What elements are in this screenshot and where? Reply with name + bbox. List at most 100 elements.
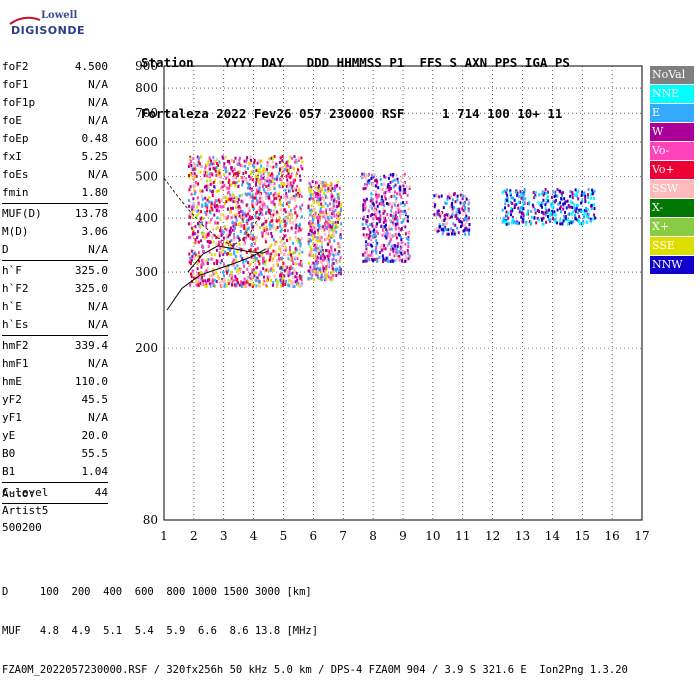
echo-point	[285, 174, 288, 178]
echo-point	[242, 261, 245, 265]
echo-point	[534, 190, 537, 194]
echo-point	[215, 236, 218, 239]
echo-point	[397, 241, 400, 245]
echo-point	[407, 257, 410, 261]
echo-point	[244, 226, 247, 230]
echo-point	[386, 232, 389, 235]
echo-point	[388, 218, 391, 222]
echo-point	[364, 206, 366, 210]
echo-point	[222, 165, 225, 169]
echo-point	[468, 228, 471, 232]
echo-point	[369, 214, 372, 218]
echo-point	[221, 226, 224, 230]
echo-point	[505, 198, 508, 202]
echo-point	[261, 234, 264, 238]
echo-point	[219, 205, 222, 209]
echo-point	[206, 232, 209, 236]
echo-point	[323, 221, 326, 225]
echo-point	[290, 186, 293, 190]
echo-point	[232, 181, 235, 185]
y-tick-label: 200	[135, 341, 158, 355]
echo-point	[294, 255, 297, 259]
echo-point	[434, 203, 437, 207]
echo-point	[328, 260, 330, 264]
echo-point	[215, 280, 218, 283]
echo-point	[225, 186, 228, 190]
echo-point	[250, 234, 253, 238]
echo-point	[381, 248, 384, 252]
echo-point	[270, 192, 272, 195]
echo-point	[453, 192, 456, 196]
echo-point	[522, 212, 525, 216]
echo-point	[293, 226, 296, 230]
echo-point	[273, 197, 276, 201]
echo-point	[259, 178, 262, 182]
echo-point	[571, 196, 574, 200]
echo-point	[287, 257, 290, 261]
echo-point	[280, 195, 283, 199]
echo-point	[383, 174, 386, 178]
legend-item: X+	[650, 218, 694, 236]
echo-point	[313, 278, 316, 282]
echo-point	[400, 238, 403, 242]
echo-point	[256, 161, 259, 165]
echo-point	[265, 231, 268, 235]
echo-point	[371, 198, 374, 202]
echo-point	[270, 209, 273, 213]
echo-point	[564, 216, 567, 220]
echo-point	[310, 268, 313, 272]
echo-point	[234, 175, 236, 179]
echo-point	[340, 203, 343, 206]
echo-point	[257, 279, 260, 283]
echo-point	[378, 220, 381, 223]
echo-point	[339, 209, 342, 213]
echo-point	[284, 216, 287, 220]
echo-point	[310, 254, 313, 258]
echo-point	[291, 275, 294, 279]
echo-point	[217, 234, 220, 238]
echo-point	[452, 229, 455, 233]
echo-point	[375, 239, 378, 243]
echo-point	[372, 259, 375, 262]
echo-point	[299, 274, 301, 278]
echo-point	[321, 241, 324, 245]
echo-point	[281, 283, 284, 287]
echo-point	[300, 284, 303, 287]
echo-point	[272, 269, 275, 273]
echo-point	[319, 239, 321, 243]
echo-point	[262, 200, 265, 204]
echo-point	[272, 213, 275, 217]
echo-point	[238, 283, 241, 287]
param-value: 4.500	[74, 60, 108, 73]
echo-point	[569, 190, 572, 193]
echo-point	[337, 220, 339, 224]
echo-point	[394, 222, 397, 226]
echo-point	[446, 232, 449, 236]
param-row: hmF1 N/A	[2, 355, 108, 373]
echo-point	[196, 240, 199, 244]
echo-point	[574, 217, 577, 221]
echo-point	[195, 283, 198, 287]
echo-point	[283, 219, 286, 223]
param-name: hmF2	[2, 339, 29, 352]
echo-point	[240, 209, 243, 213]
echo-point	[250, 275, 253, 279]
echo-point	[375, 251, 378, 255]
echo-point	[330, 226, 333, 230]
echo-point	[246, 219, 248, 223]
echo-point	[222, 213, 225, 217]
echo-point	[387, 259, 390, 263]
echo-point	[215, 206, 218, 209]
echo-point	[316, 192, 319, 195]
echo-point	[582, 219, 585, 223]
echo-point	[367, 258, 370, 262]
echo-point	[546, 195, 549, 199]
echo-point	[249, 272, 252, 276]
echo-point	[325, 226, 328, 229]
echo-point	[247, 261, 249, 265]
echo-point	[255, 250, 258, 254]
echo-point	[226, 186, 229, 190]
echo-point	[236, 268, 239, 272]
echo-point	[552, 202, 555, 205]
echo-point	[298, 188, 301, 192]
